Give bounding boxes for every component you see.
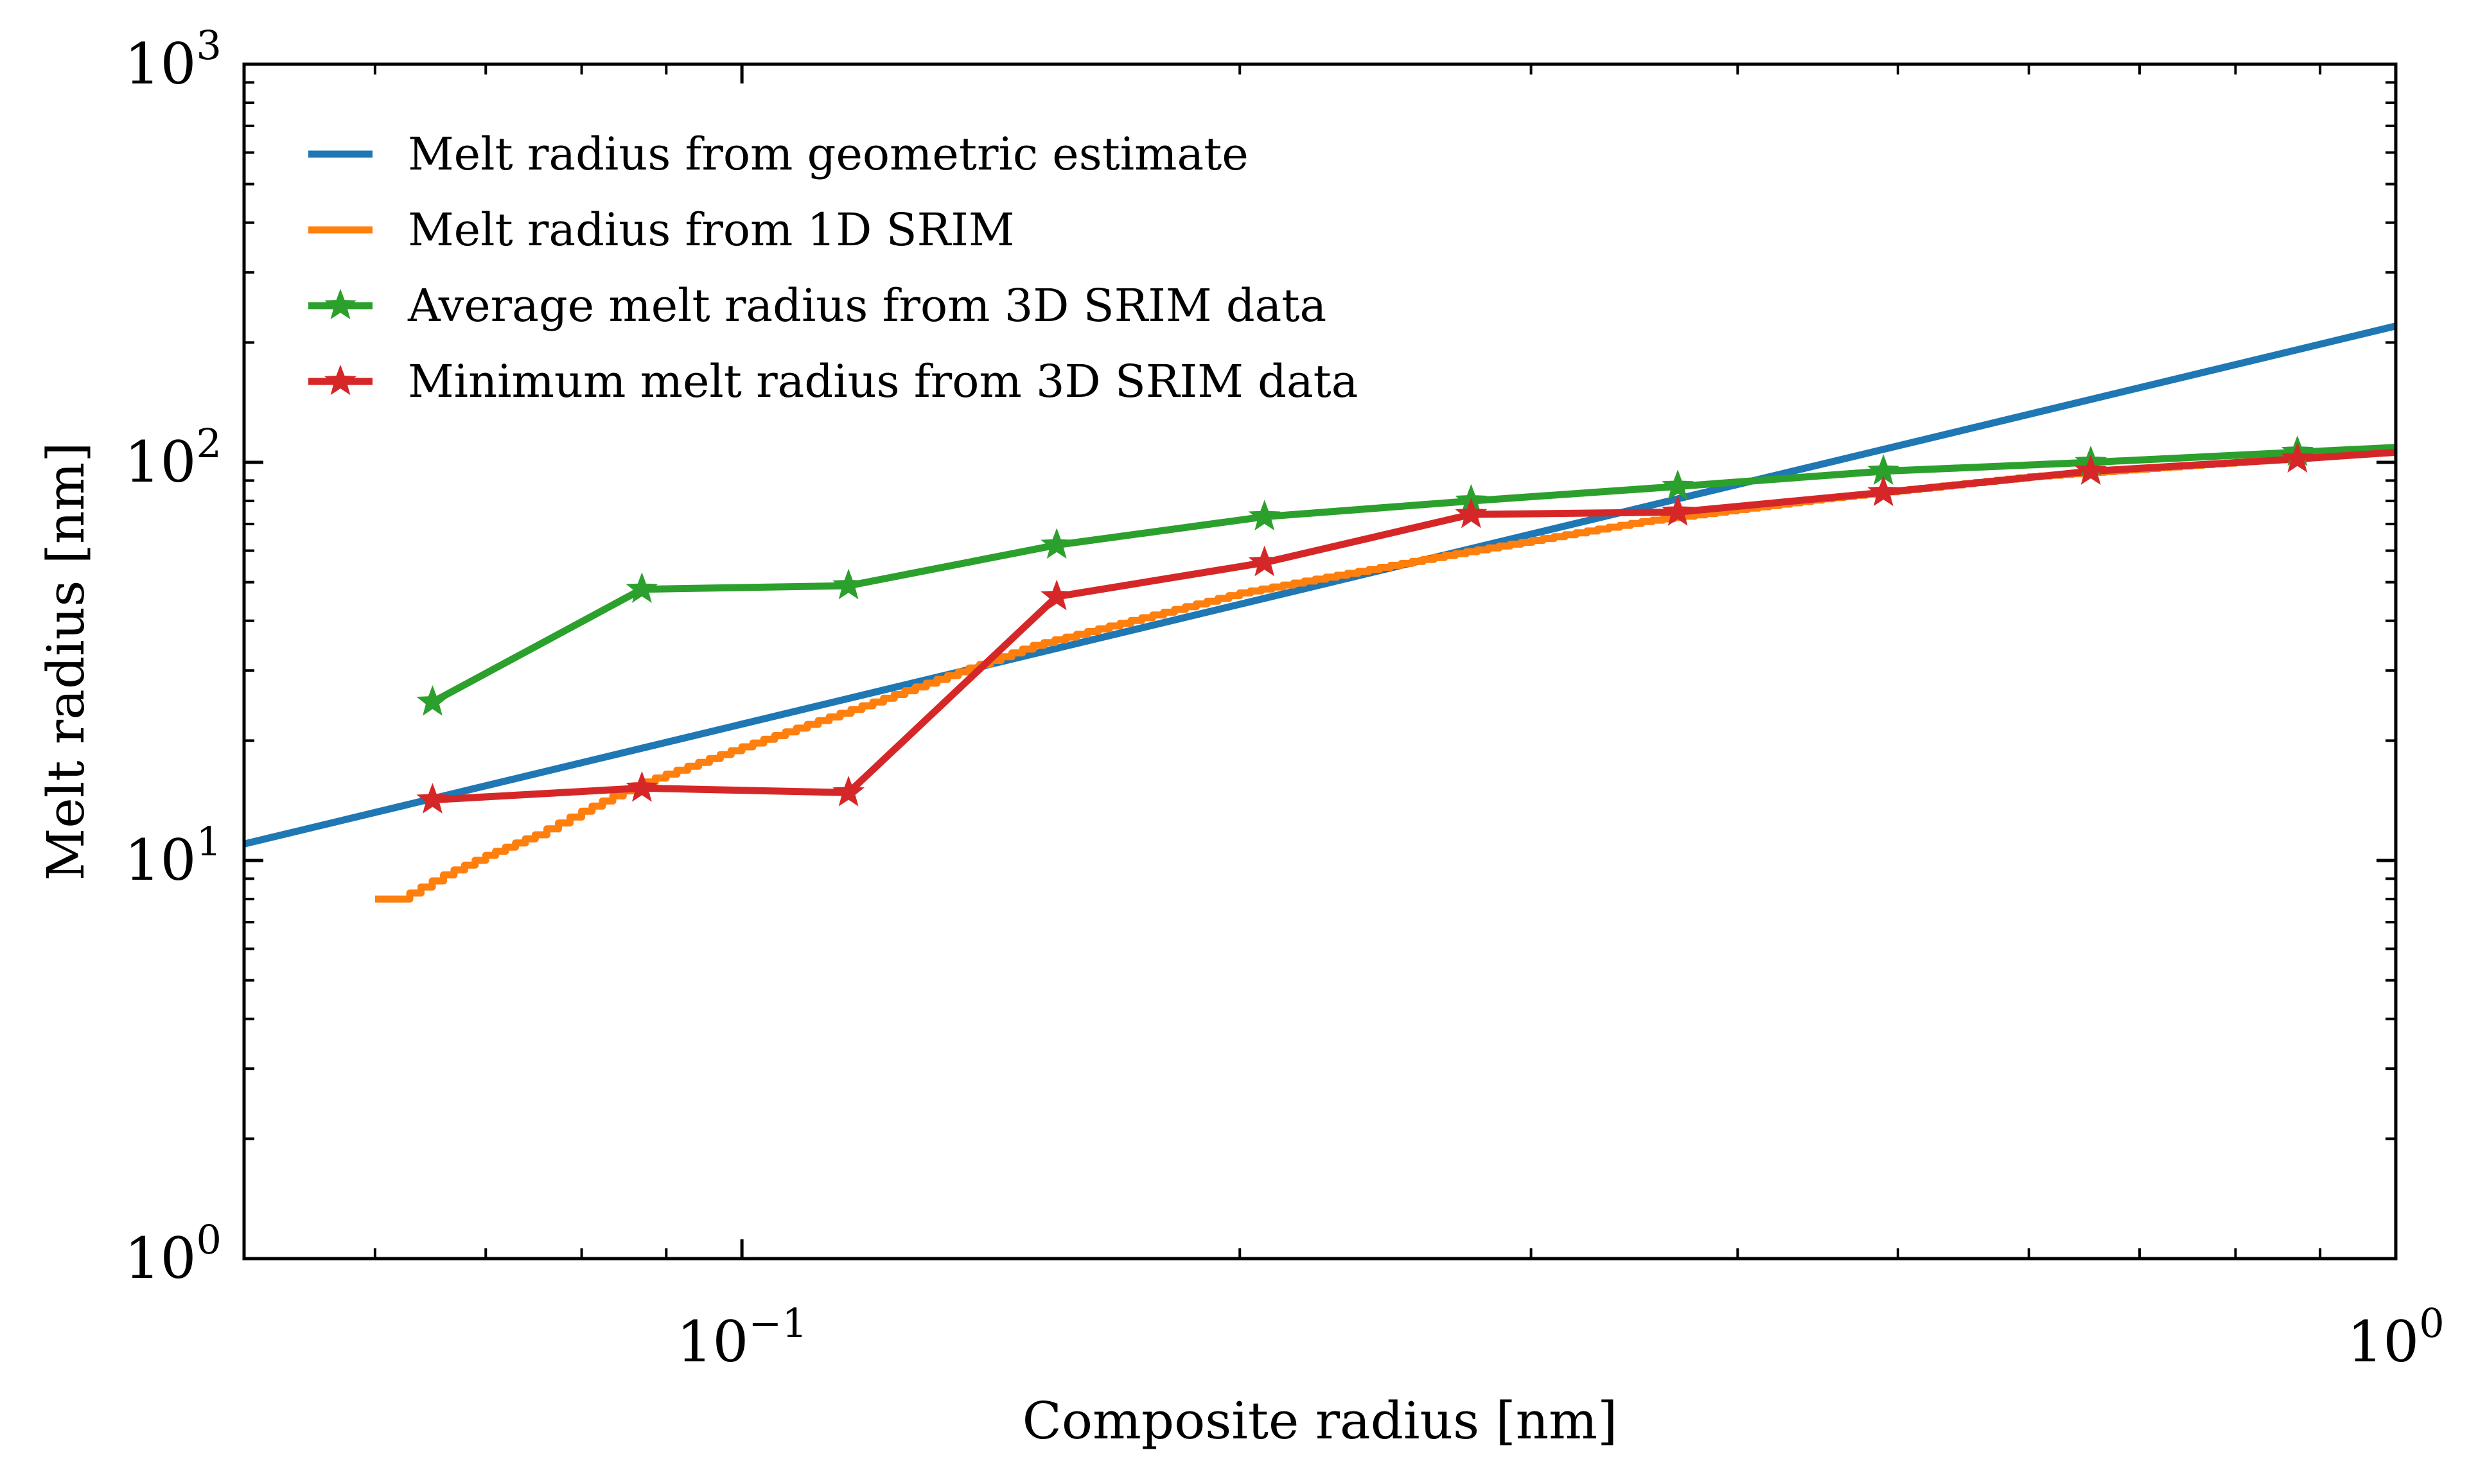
series-line-1 xyxy=(244,322,2396,848)
y-tick-label: 103 xyxy=(125,22,222,97)
y-tick-label: 100 xyxy=(125,1216,222,1291)
legend-label-1: Melt radius from geometric estimate xyxy=(408,128,1249,180)
series-4-point xyxy=(1662,495,1694,526)
ticks-layer xyxy=(243,62,2398,1261)
series-3-point xyxy=(626,572,658,603)
x-tick-label: 100 xyxy=(2347,1300,2444,1375)
legend-label-3: Average melt radius from 3D SRIM data xyxy=(407,279,1326,332)
markers-layer xyxy=(416,435,2314,814)
y-axis-label: Melt radius [nm] xyxy=(36,442,96,881)
series-4-point xyxy=(2075,454,2107,485)
series-4-point xyxy=(1248,545,1281,577)
y-tick-labels: 100 101 102 103 xyxy=(125,22,222,1291)
series-layer xyxy=(244,322,2396,903)
series-4-point xyxy=(416,783,449,814)
x-axis-label: Composite radius [nm] xyxy=(1023,1391,1618,1451)
x-tick-label: 10−1 xyxy=(676,1300,807,1375)
series-4-point xyxy=(2281,442,2314,473)
series-3-point xyxy=(1248,500,1281,530)
legend: Melt radius from geometric estimate Melt … xyxy=(308,128,1358,408)
x-tick-labels: 10−1 100 xyxy=(676,1300,2444,1375)
series-4-point xyxy=(832,776,865,807)
legend-marker-4 xyxy=(324,364,356,396)
y-tick-label: 101 xyxy=(125,818,222,893)
y-tick-label: 102 xyxy=(125,420,222,495)
series-3-point xyxy=(416,685,449,716)
series-4-point xyxy=(1455,497,1488,528)
series-4-point xyxy=(626,771,658,802)
plot-frame xyxy=(242,62,2398,1261)
series-4-point xyxy=(1041,579,1073,611)
series-3-point xyxy=(1662,469,1694,500)
series-3-point xyxy=(832,568,865,600)
legend-marker-3 xyxy=(324,288,356,320)
legend-label-2: Melt radius from 1D SRIM xyxy=(408,204,1015,256)
series-4-point xyxy=(1867,475,1900,507)
legend-label-4: Minimum melt radius from 3D SRIM data xyxy=(408,355,1358,408)
series-3-point xyxy=(1041,528,1073,559)
